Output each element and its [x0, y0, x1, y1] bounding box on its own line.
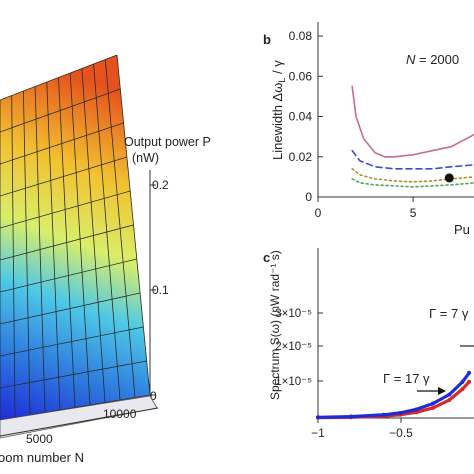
- c-annotation-gamma17: Γ = 17 γ: [383, 371, 430, 386]
- c-series-point: [381, 412, 386, 417]
- b-y-tick-label: 0.08: [289, 29, 313, 43]
- surface-grid-line: [0, 156, 128, 197]
- b-series-line-3: [351, 178, 474, 188]
- panel-b-label: b: [263, 32, 271, 47]
- surface-grid-line: [69, 72, 91, 406]
- b-y-ticks: 0 0.02 0.04 0.06 0.08: [289, 29, 323, 204]
- x-axis-label: oom number N: [0, 450, 84, 465]
- b-x-axis-label: Pu: [454, 222, 470, 237]
- b-y-axis-label: Linewidth ΔωL / γ: [270, 60, 287, 160]
- b-series-line-2: [351, 168, 474, 183]
- c-x-tick-1: −0.5: [389, 426, 413, 440]
- z-axis-label-2: (nW): [132, 151, 159, 165]
- b-y-tick-label: 0.04: [289, 110, 313, 124]
- surface-grid-line: [0, 122, 124, 165]
- c-y-tick-0: 3×10⁻⁵: [275, 308, 312, 320]
- surface-grid: [0, 54, 151, 421]
- c-series-point: [430, 405, 435, 410]
- b-x-tick-label: 5: [410, 206, 417, 220]
- z-tick-2: 0: [150, 389, 157, 403]
- z-axis-label-1: Output power P: [124, 135, 211, 149]
- c-series-point: [348, 414, 353, 419]
- c-y-axis-label: Spectrum S(ω) (nW rad⁻¹ s): [268, 250, 282, 400]
- c-x-tick-0: −1: [311, 426, 325, 440]
- b-series-line-1: [351, 149, 474, 170]
- c-series-point: [467, 379, 472, 384]
- b-marker-dot: [444, 173, 454, 183]
- z-ticks: [150, 184, 156, 396]
- surface-grid-line: [93, 63, 121, 401]
- x-tick-1: 10000: [103, 407, 137, 421]
- c-series-point: [447, 392, 452, 397]
- b-annotation: N = 2000: [406, 52, 459, 67]
- c-series-point: [414, 410, 419, 415]
- surface-grid-line: [81, 68, 106, 403]
- b-y-tick-label: 0: [305, 190, 312, 204]
- surface-grid-line: [0, 54, 118, 101]
- c-series-point: [460, 387, 465, 392]
- c-y-ticks: [318, 312, 323, 382]
- surface-grid-line: [0, 190, 131, 229]
- panel-c-label: c: [263, 250, 270, 265]
- x-axis: [0, 407, 159, 437]
- x-tick-0: 5000: [26, 432, 53, 446]
- c-series-point: [414, 407, 419, 412]
- panel-a: 0.2 0.1 0 Output power P (nW) 5000 10000…: [0, 54, 211, 465]
- z-tick-1: 0.1: [152, 283, 169, 297]
- surface-grid-line: [0, 88, 121, 133]
- b-y-tick-label: 0.06: [289, 69, 313, 83]
- c-series-point: [430, 401, 435, 406]
- surface-grid-line: [104, 59, 136, 398]
- b-y-tick-label: 0.02: [289, 150, 313, 164]
- b-series: [351, 85, 474, 188]
- c-arrow: [417, 387, 446, 395]
- c-y-tick-2: 1×10⁻⁵: [275, 376, 312, 388]
- surface-grid-line: [0, 224, 134, 261]
- c-series-point: [460, 379, 465, 384]
- c-series-point: [398, 410, 403, 415]
- c-series-point: [316, 415, 320, 420]
- surface: [0, 55, 150, 420]
- panel-c: c 3×10⁻⁵ 2×10⁻⁵ 1×10⁻⁵ −1 −0.5 Spectrum …: [263, 248, 474, 440]
- c-series-point: [447, 397, 452, 402]
- z-tick-0: 0.2: [152, 178, 169, 192]
- c-series: [316, 370, 472, 420]
- c-annotation-gamma7: Γ = 7 γ: [429, 306, 469, 321]
- c-series-point: [467, 370, 472, 375]
- b-x-tick-label: 0: [315, 206, 322, 220]
- c-y-tick-1: 2×10⁻⁵: [275, 341, 312, 353]
- b-series-line-0: [351, 85, 474, 158]
- surface-grid-line: [116, 54, 151, 396]
